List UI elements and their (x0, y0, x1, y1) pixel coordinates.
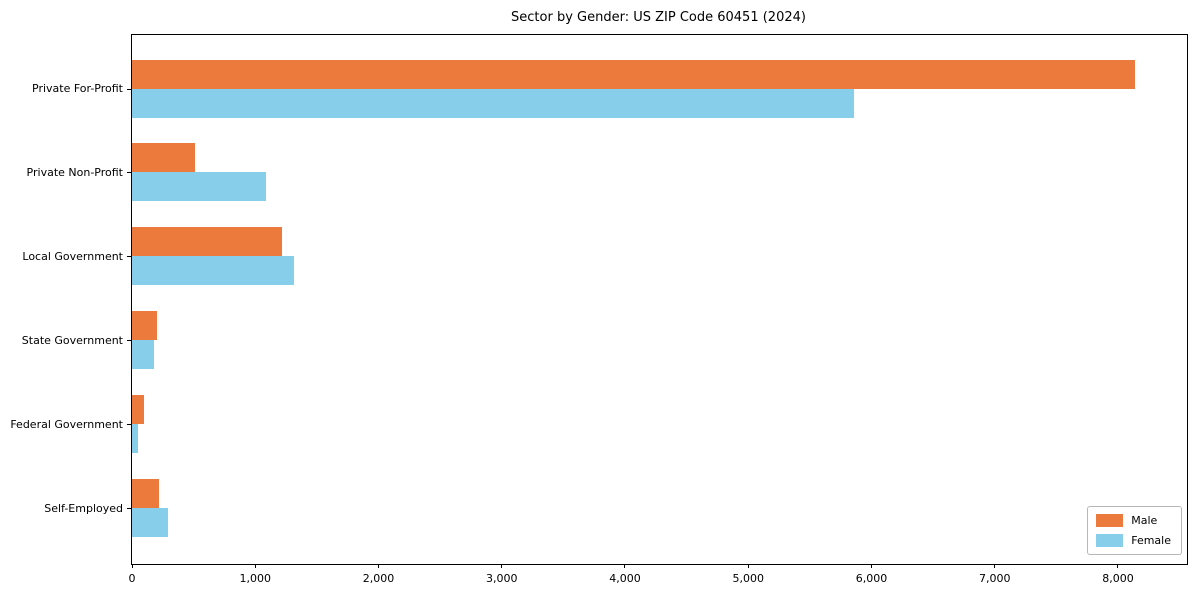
category-label-local-government: Local Government (22, 249, 123, 263)
legend-item-male: Male (1096, 514, 1171, 527)
x-tick-7000 (994, 564, 996, 568)
bar-female-federal-government (132, 424, 138, 453)
y-tick-local-government (127, 256, 131, 258)
category-label-federal-government: Federal Government (10, 417, 123, 431)
x-tick-label-1000: 1,000 (239, 572, 271, 585)
legend-label-female: Female (1131, 533, 1171, 547)
x-tick-5000 (747, 564, 749, 568)
x-tick-8000 (1117, 564, 1119, 568)
bar-male-private-for-profit (132, 60, 1135, 89)
category-label-self-employed: Self-Employed (44, 501, 123, 515)
legend-swatch-female (1096, 534, 1124, 547)
x-tick-1000 (254, 564, 256, 568)
bar-male-local-government (132, 227, 282, 256)
bar-female-self-employed (132, 508, 168, 537)
x-tick-label-4000: 4,000 (609, 572, 641, 585)
bar-female-private-non-profit (132, 172, 266, 201)
bar-male-federal-government (132, 395, 144, 424)
bar-male-self-employed (132, 479, 159, 508)
legend-swatch-male (1096, 514, 1124, 527)
bar-female-state-government (132, 340, 154, 369)
bar-male-state-government (132, 311, 157, 340)
x-tick-label-5000: 5,000 (732, 572, 764, 585)
x-tick-0 (131, 564, 133, 568)
x-tick-6000 (870, 564, 872, 568)
chart-title: Sector by Gender: US ZIP Code 60451 (202… (511, 10, 806, 25)
x-tick-3000 (501, 564, 503, 568)
x-tick-label-8000: 8,000 (1102, 572, 1134, 585)
x-tick-label-0: 0 (128, 572, 136, 585)
x-tick-label-7000: 7,000 (978, 572, 1011, 585)
bar-male-private-non-profit (132, 143, 195, 172)
x-tick-label-3000: 3,000 (485, 572, 518, 585)
legend-label-male: Male (1131, 513, 1158, 527)
y-tick-federal-government (127, 424, 131, 426)
y-tick-state-government (127, 340, 131, 342)
x-tick-label-2000: 2,000 (362, 572, 395, 585)
x-tick-2000 (377, 564, 379, 568)
plot-area: Male Female Private For-Profit Private No… (10, 34, 1188, 585)
y-tick-private-non-profit (127, 172, 131, 174)
bar-female-local-government (132, 256, 294, 285)
x-tick-4000 (624, 564, 626, 568)
y-tick-private-for-profit (127, 88, 131, 90)
category-label-state-government: State Government (21, 333, 123, 347)
category-label-private-non-profit: Private Non-Profit (26, 165, 123, 179)
legend: Male Female (1087, 506, 1182, 555)
y-tick-self-employed (127, 508, 131, 509)
category-label-private-for-profit: Private For-Profit (32, 82, 123, 95)
bar-female-private-for-profit (132, 89, 854, 118)
legend-item-female: Female (1096, 534, 1171, 547)
x-tick-label-6000: 6,000 (855, 572, 888, 585)
